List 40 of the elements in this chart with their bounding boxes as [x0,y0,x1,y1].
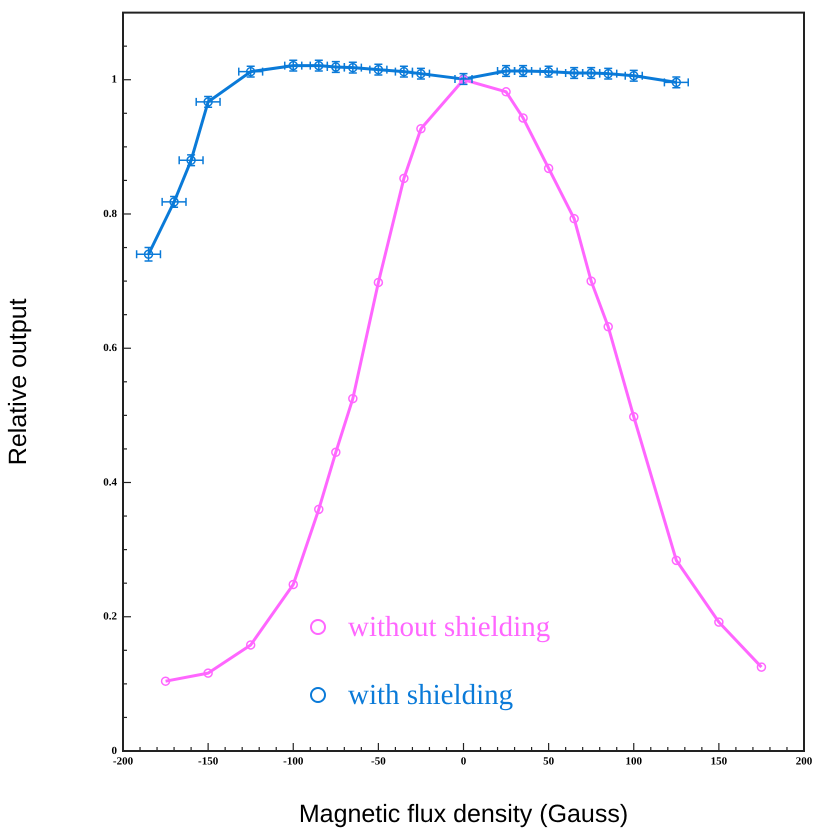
point [586,276,596,286]
point [374,278,384,288]
y-tick-label: 0.4 [103,476,118,488]
legend-label: without shielding [348,610,550,644]
x-tick-label: 50 [543,755,555,768]
point [629,412,638,422]
y-axis-title: Relative output [4,298,32,466]
x-axis-title: Magnetic flux density (Gauss) [298,800,628,828]
y-tick-label: 0.8 [103,208,118,220]
point [416,124,426,134]
point [399,174,409,184]
x-tick-label: 150 [710,755,728,768]
point [603,322,613,332]
legend-label: with shielding [348,678,514,712]
point [569,214,579,224]
point [144,250,154,260]
point [348,394,358,404]
point [756,662,766,672]
y-tick-label: 1 [112,74,117,86]
y-tick-label: 0.6 [103,342,118,354]
x-tick-label: 0 [460,755,467,768]
x-tick-label: 200 [796,755,813,768]
point [331,448,341,458]
point [544,164,554,174]
x-tick-label: -150 [198,755,219,768]
point [288,580,298,590]
point [314,504,324,514]
x-tick-label: -50 [371,755,386,768]
y-tick-label: 0 [112,744,118,757]
point [203,668,213,678]
x-tick-label: 100 [626,755,642,768]
point [501,87,511,97]
point [714,617,724,627]
y-tick-label: 0.2 [103,610,118,623]
point [160,676,170,686]
point [518,113,528,123]
point [246,640,256,650]
x-tick-label: -200 [112,755,134,768]
point [672,556,682,566]
x-tick-label: -100 [283,755,304,768]
